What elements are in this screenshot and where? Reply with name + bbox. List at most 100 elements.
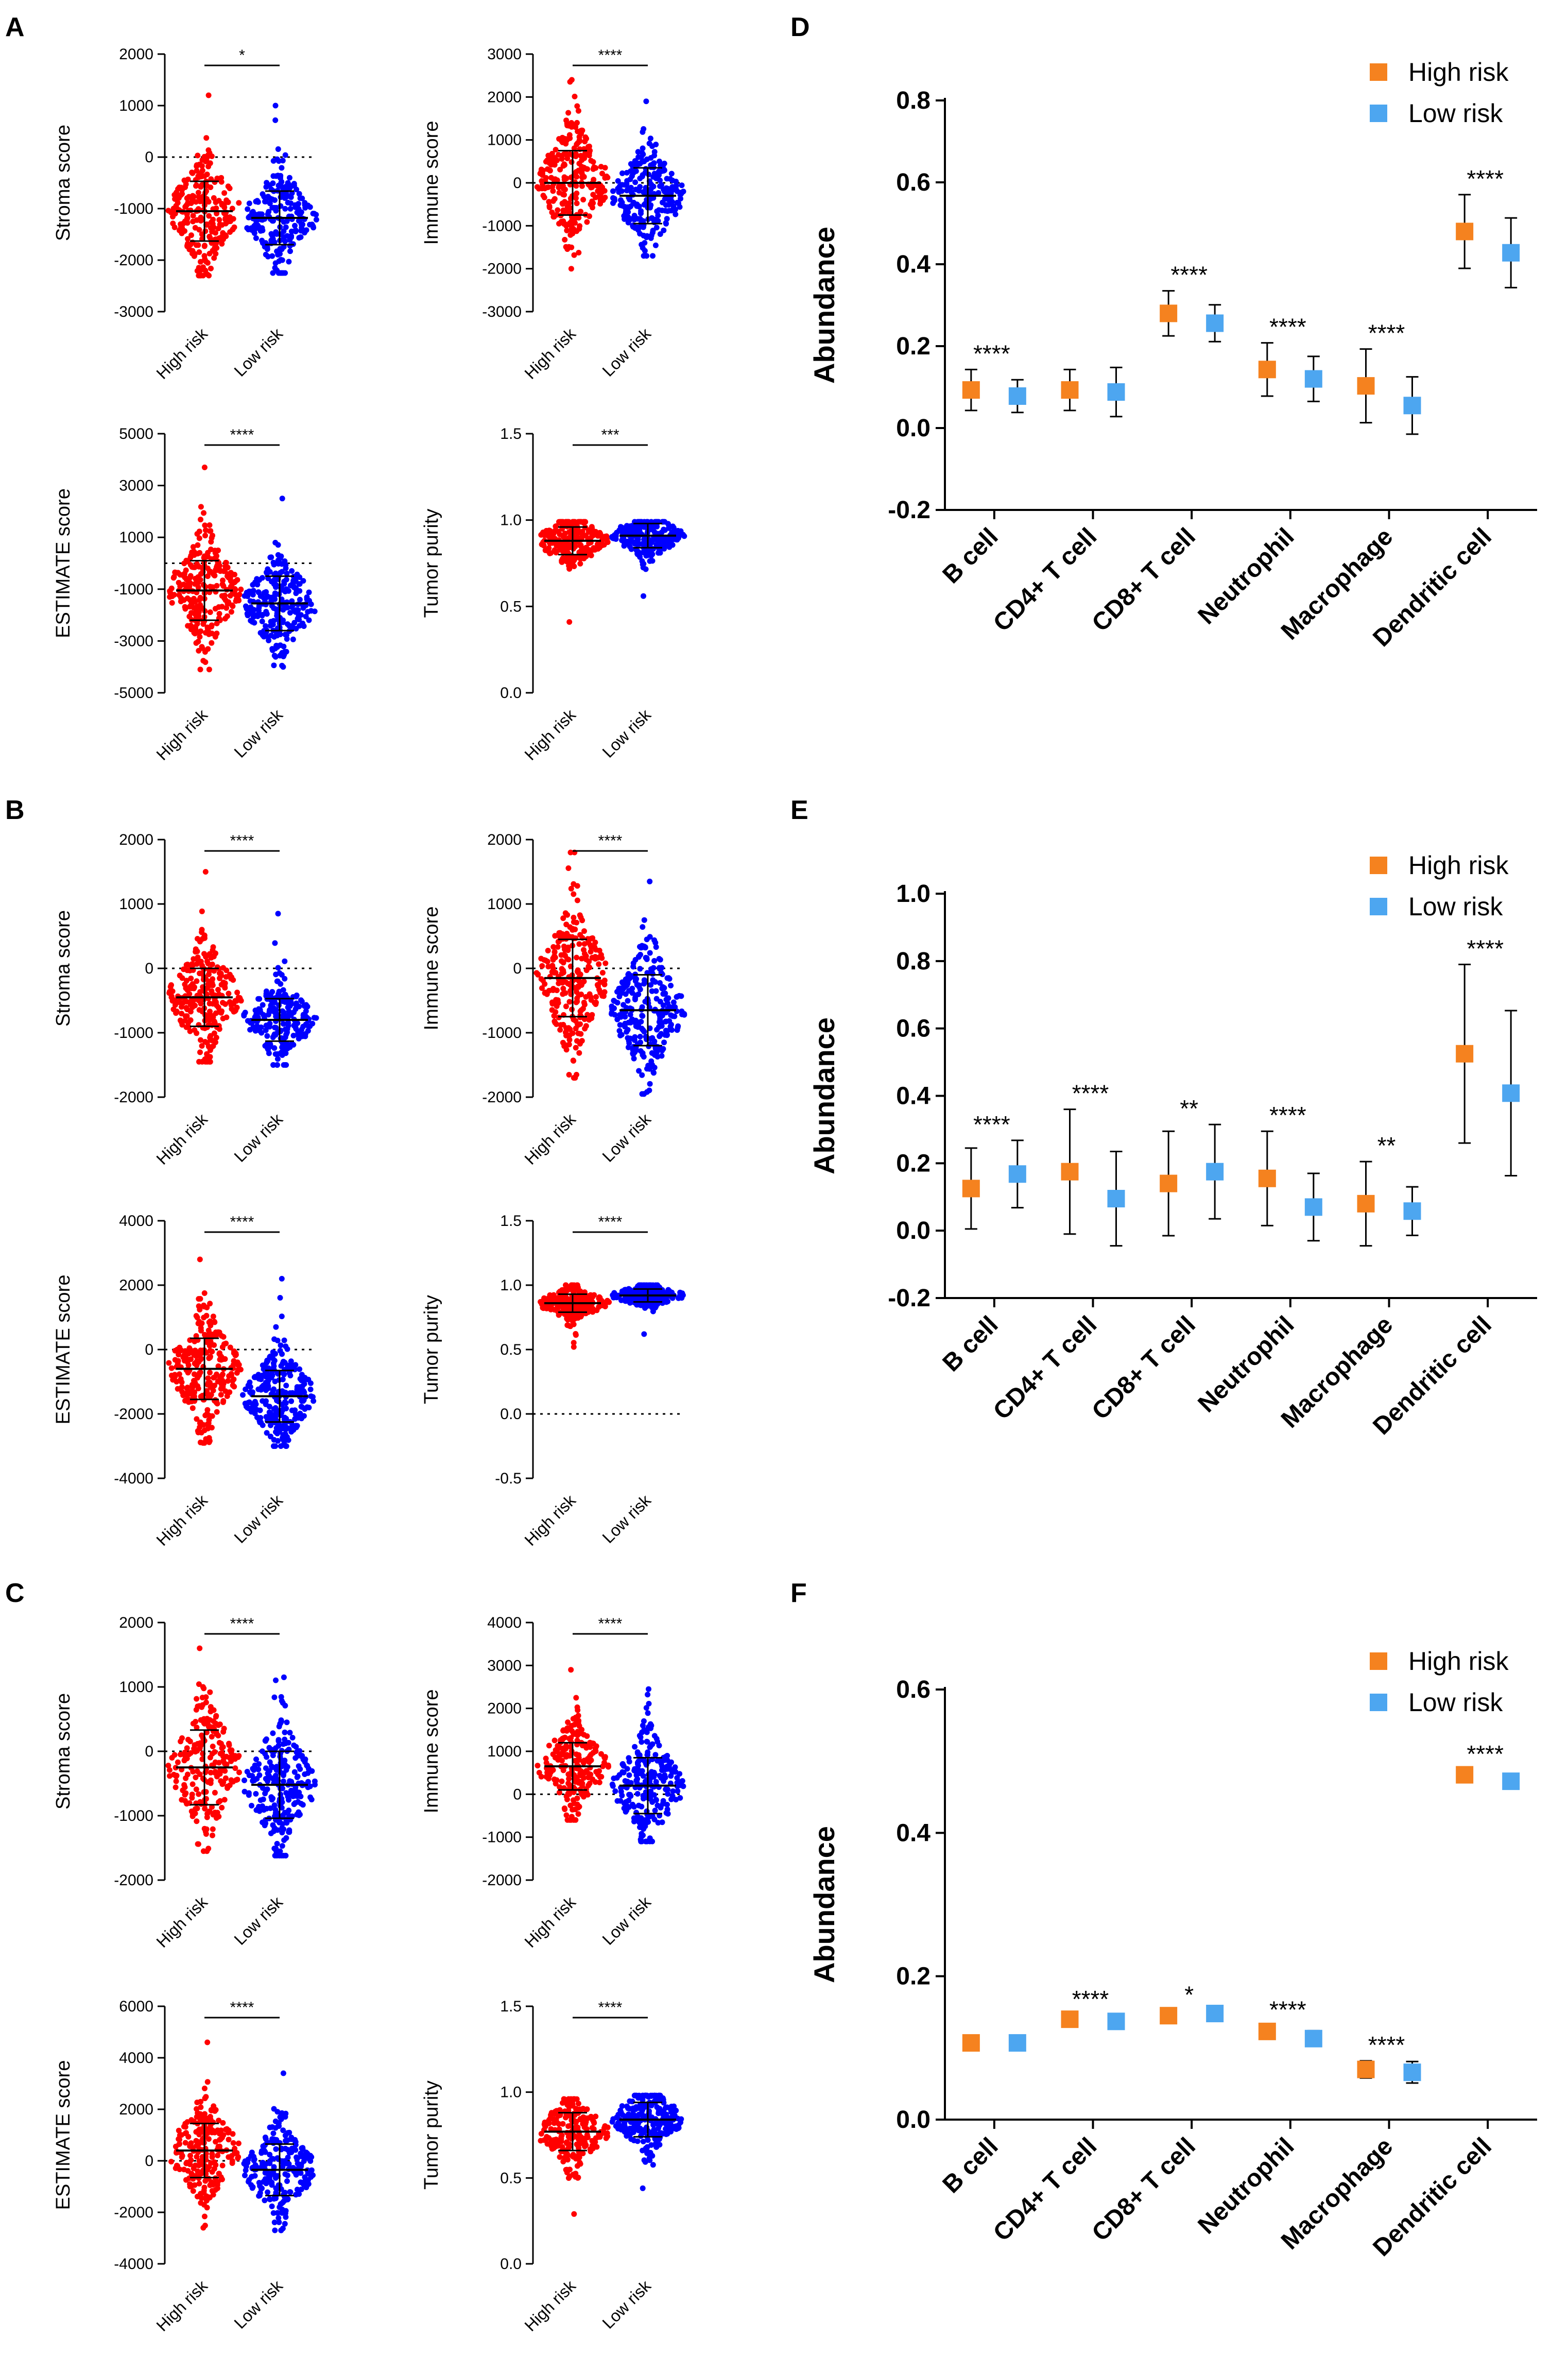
data-point [647,1081,653,1087]
data-point [296,1003,302,1010]
data-point [200,1848,206,1854]
data-point [207,160,213,166]
data-point [605,1298,610,1304]
data-point [202,533,208,539]
data-point [217,1798,223,1804]
y-tick-label: 0.5 [500,598,522,615]
data-point [295,607,301,613]
data-point [187,1017,194,1023]
data-point [184,195,190,201]
y-tick-label: -2000 [114,1872,153,1889]
y-tick-label: 2000 [119,831,153,848]
data-point [281,643,287,650]
data-point [598,1773,605,1780]
data-point [297,195,303,201]
data-point [274,1397,280,1404]
data-point [301,623,307,629]
data-point [657,177,663,183]
data-point [649,143,656,149]
y-tick-label: -0.5 [495,1470,522,1487]
data-point [206,1355,212,1361]
data-point [197,1419,203,1425]
data-point [626,1040,632,1046]
significance-label: **** [230,1615,254,1632]
data-point [576,250,582,255]
data-point [649,551,656,557]
data-point [662,991,668,997]
data-point [246,611,252,617]
data-point [291,1793,298,1799]
data-point [261,1012,267,1018]
data-point [562,1029,568,1035]
data-point [196,1703,202,1709]
data-point [249,212,255,218]
data-point [221,1341,227,1347]
data-point [215,986,221,993]
data-point [575,1030,581,1036]
data-point [222,215,229,221]
y-tick-label: 2000 [487,89,522,106]
data-point [179,191,185,197]
data-point [664,975,670,981]
data-point [297,596,303,603]
data-point [263,251,269,258]
data-point [290,581,296,587]
data-point [311,1398,317,1404]
data-point [195,639,201,644]
data-point [565,1725,571,1731]
data-point [564,137,570,143]
data-point [563,117,570,124]
data-point [631,168,637,174]
data-point [202,1332,208,1338]
data-point [635,982,642,988]
data-point [205,1375,211,1381]
data-point [666,1018,673,1024]
data-point [218,970,224,977]
data-point [599,542,606,548]
data-point [550,1000,556,1006]
data-point [268,554,274,560]
data-point [295,1799,301,1805]
data-point [573,1751,579,1757]
data-point [294,992,300,998]
data-point [568,227,574,233]
data-point [590,935,596,941]
data-point [197,1296,203,1302]
data-point [191,956,197,962]
data-point [292,223,298,229]
data-point [559,1778,565,1784]
data-point [307,204,313,210]
data-point [228,1371,234,1377]
data-point [290,1042,296,1048]
data-point [242,1788,248,1795]
data-point [649,526,656,532]
data-point [629,173,635,179]
data-point [597,186,604,192]
data-point [564,1797,570,1802]
data-point [624,181,630,187]
data-point [270,1034,276,1040]
data-point [545,528,552,534]
y-tick-label: 1000 [487,1743,522,1760]
data-point [587,1294,593,1301]
data-point [197,596,203,602]
data-point [264,1786,270,1792]
data-point [559,156,565,162]
data-point [189,1813,196,1819]
data-point [636,1068,642,1074]
data-point [555,1746,561,1752]
data-point [196,609,202,615]
data-point [296,191,302,197]
data-point [621,543,627,549]
data-point [262,1737,268,1744]
data-point [555,207,561,213]
data-point [279,662,285,669]
data-point [292,1416,298,1422]
data-point [184,1390,190,1396]
data-point [552,212,558,218]
data-point [266,209,272,215]
data-point [581,941,588,947]
data-point [256,996,263,1002]
